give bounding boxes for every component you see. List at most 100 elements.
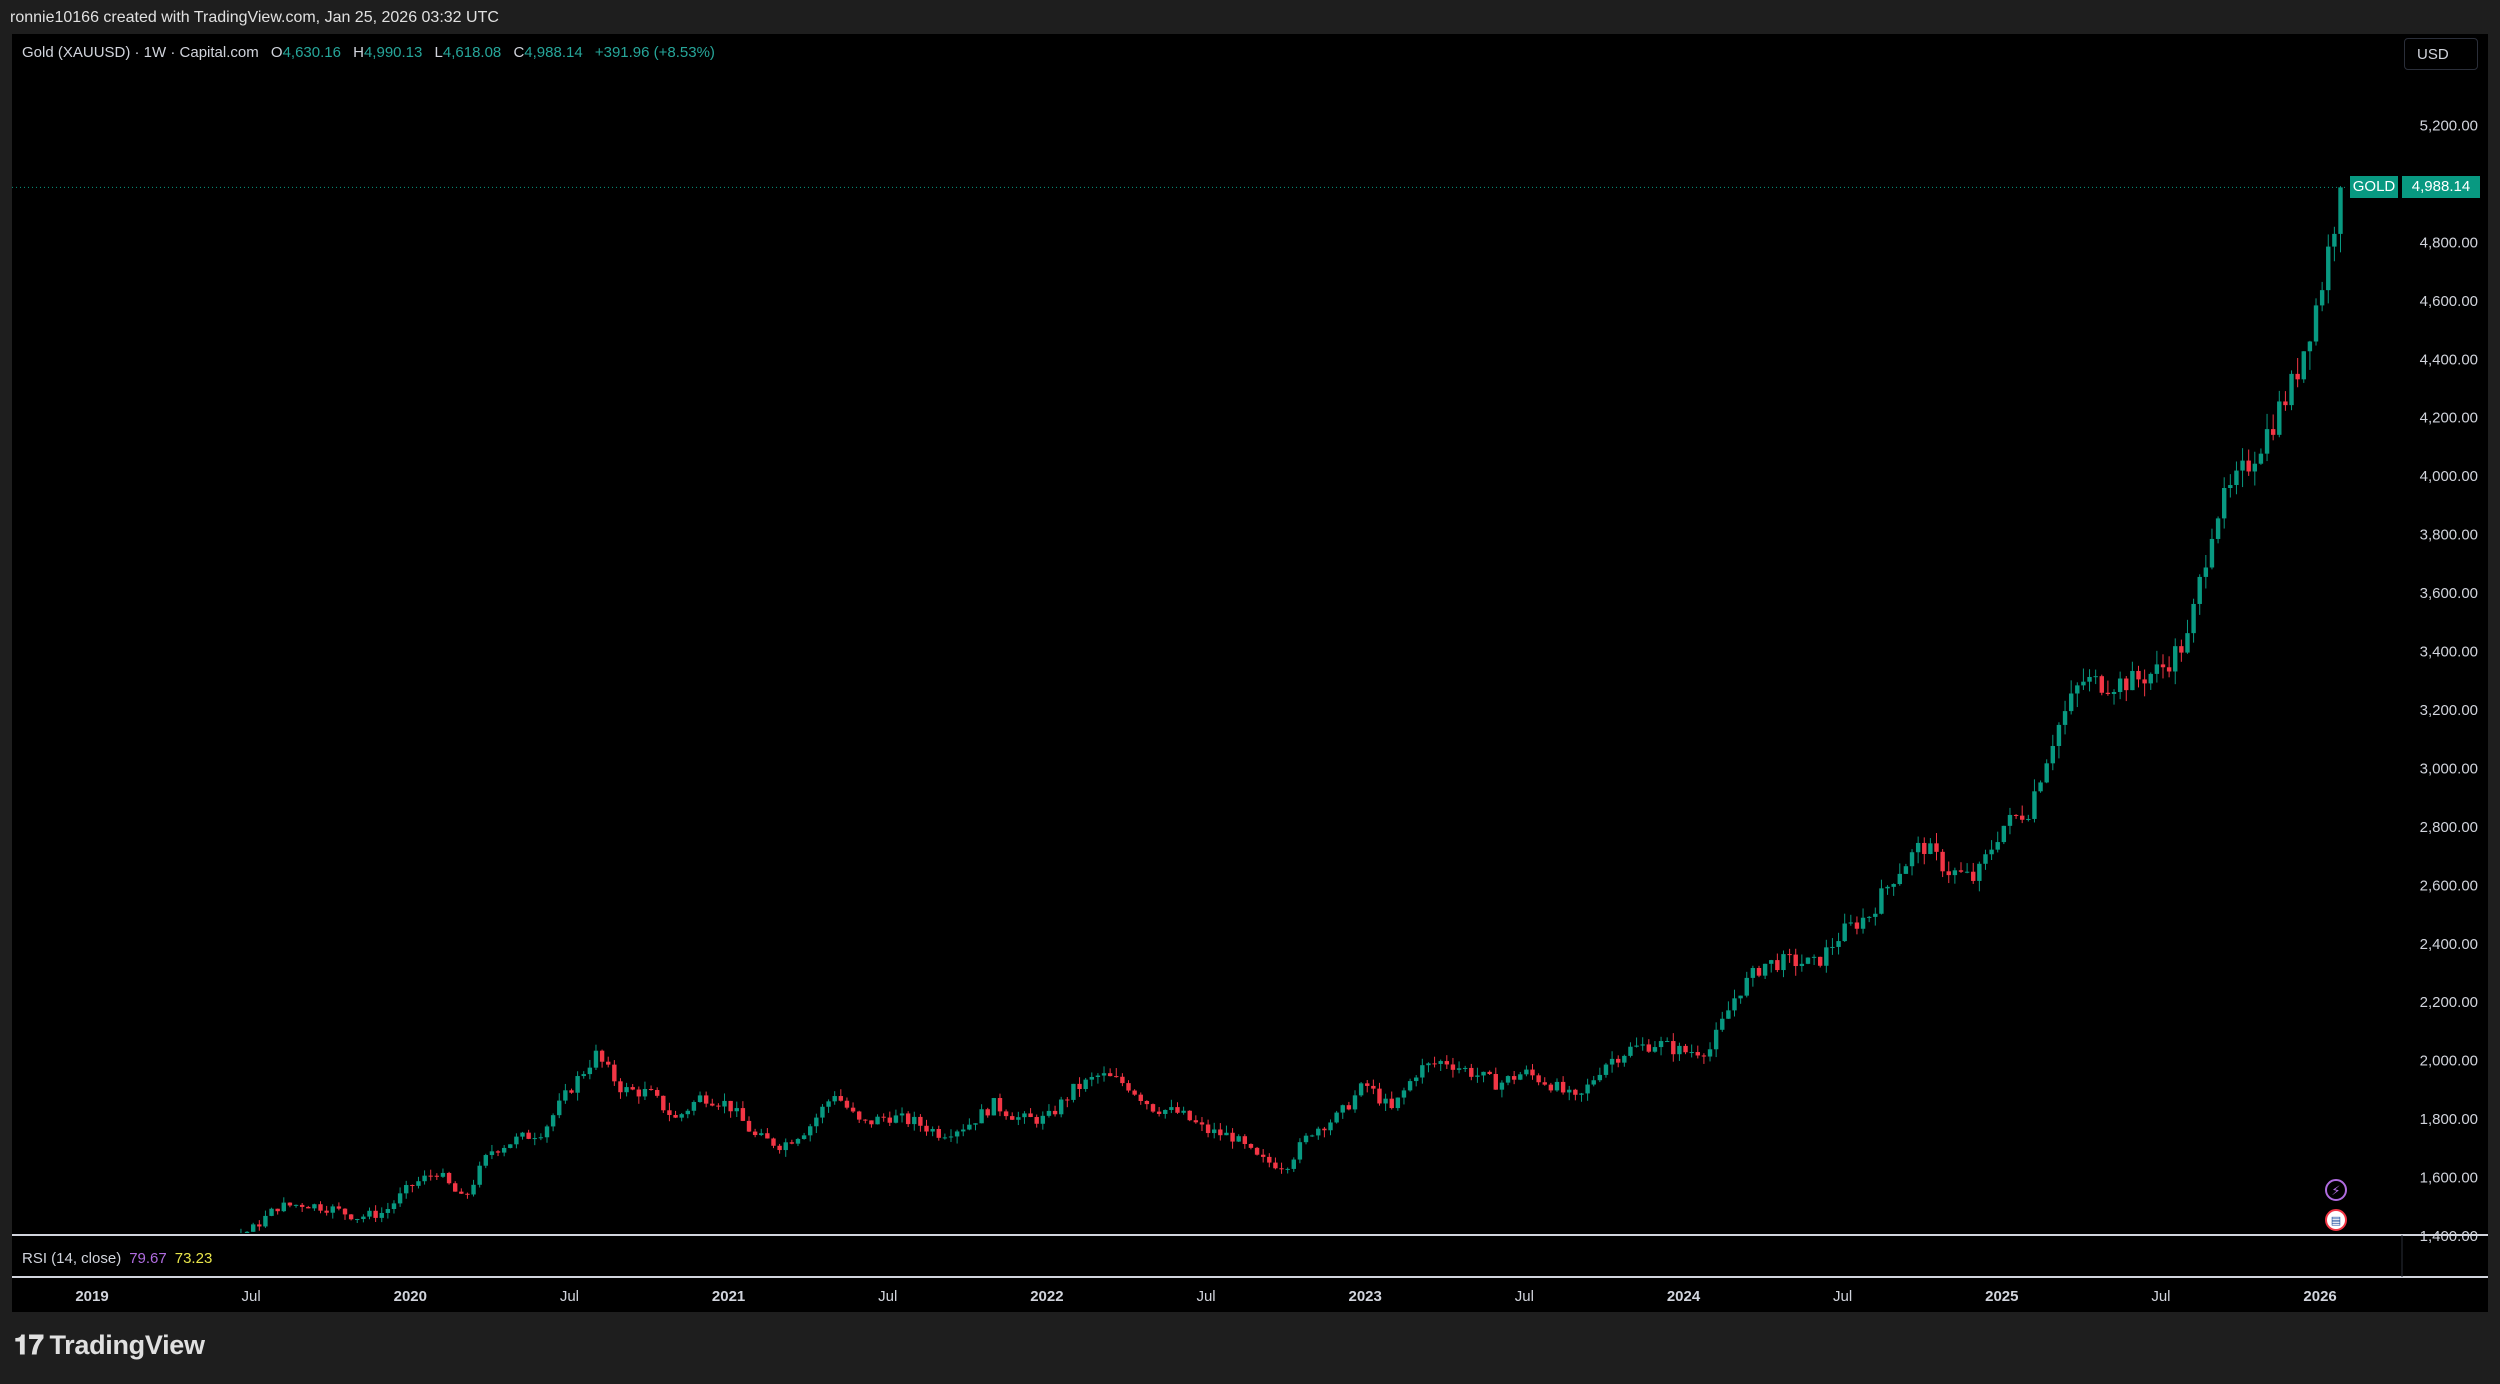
candle-body xyxy=(2185,633,2190,653)
candle-body xyxy=(1426,1063,1431,1066)
candle-body xyxy=(361,1216,366,1220)
candle-body xyxy=(1836,941,1841,947)
candle-body xyxy=(973,1123,978,1125)
candle-body xyxy=(306,1206,311,1209)
candle-body xyxy=(2075,685,2080,694)
candle-body xyxy=(2234,470,2239,486)
candle-body xyxy=(1101,1073,1107,1076)
candle-body xyxy=(385,1209,391,1213)
candle-body xyxy=(654,1090,660,1096)
candle-body xyxy=(1242,1136,1248,1145)
candle-body xyxy=(2160,664,2166,668)
candle-body xyxy=(2228,485,2233,489)
price-tick-label: 2,200.00 xyxy=(2420,994,2478,1011)
candle-body xyxy=(471,1184,476,1195)
candle-body xyxy=(2191,603,2196,634)
candle-body xyxy=(2313,305,2319,342)
candle-body xyxy=(1824,947,1829,966)
rsi-value-1: 79.67 xyxy=(129,1250,167,1267)
price-axis: 1,400.00 1,600.00 1,800.00 2,000.00 2,200.00… xyxy=(2420,117,2478,1245)
candle-body xyxy=(1285,1168,1290,1170)
candle-body xyxy=(1046,1110,1052,1116)
candle-body xyxy=(814,1117,819,1127)
tradingview-logo[interactable]: 𝟏𝟕 TradingView xyxy=(14,1330,205,1362)
candle-body xyxy=(293,1204,299,1206)
candle-body xyxy=(299,1204,305,1207)
candle-body xyxy=(710,1103,715,1106)
candle-body xyxy=(2222,488,2227,519)
chart-svg[interactable]: 1,400.00 1,600.00 1,800.00 2,000.00 2,200.00… xyxy=(12,34,2488,1312)
candle-body xyxy=(1634,1045,1639,1047)
candle-body xyxy=(1175,1107,1180,1113)
candle-body xyxy=(1028,1113,1033,1118)
price-tick-label: 3,800.00 xyxy=(2420,527,2478,544)
candle-body xyxy=(2246,460,2251,472)
candle-body xyxy=(1903,866,1909,874)
candle-body xyxy=(948,1136,954,1138)
rsi-legend[interactable]: RSI (14, close) 79.67 73.23 xyxy=(22,1250,212,1267)
chart-frame[interactable]: 1,400.00 1,600.00 1,800.00 2,000.00 2,200.00… xyxy=(12,34,2488,1312)
candle-body xyxy=(1322,1128,1327,1131)
candle-body xyxy=(1750,967,1756,978)
candle-body xyxy=(1958,870,1964,872)
candle-body xyxy=(563,1090,568,1101)
candle-body xyxy=(336,1206,342,1209)
candle-body xyxy=(624,1087,629,1093)
candle-body xyxy=(1934,843,1939,852)
candle-body xyxy=(1058,1099,1064,1115)
us-flag-icon[interactable]: ▤ xyxy=(2325,1209,2347,1231)
price-tick-label: 3,200.00 xyxy=(2420,702,2478,719)
candle-body xyxy=(1193,1120,1199,1123)
candle-body xyxy=(1505,1076,1511,1083)
price-tag-value: 4,988.14 xyxy=(2402,176,2480,199)
candle-body xyxy=(1769,960,1774,964)
candle-body xyxy=(808,1126,813,1136)
candle-body xyxy=(1646,1044,1652,1052)
candle-body xyxy=(1273,1162,1278,1169)
candle-body xyxy=(342,1208,348,1215)
candle-body xyxy=(459,1191,464,1194)
candle-body xyxy=(244,1231,250,1233)
candle-body xyxy=(1309,1135,1315,1137)
candle-body xyxy=(1407,1081,1413,1091)
candle-body xyxy=(1940,851,1945,872)
candle-body xyxy=(263,1215,268,1227)
price-tick-label: 4,000.00 xyxy=(2420,468,2478,485)
candle-body xyxy=(985,1109,990,1116)
candle-body xyxy=(575,1076,580,1093)
candle-body xyxy=(606,1061,611,1065)
rsi-label[interactable]: RSI (14, close) xyxy=(22,1250,122,1267)
candle-body xyxy=(795,1138,801,1144)
candle-body xyxy=(2142,679,2147,684)
candle-body xyxy=(1144,1100,1150,1105)
candle-body xyxy=(1854,922,1860,929)
candle-body xyxy=(2283,401,2288,406)
symbol-name[interactable]: Gold (XAUUSD) · 1W · Capital.com xyxy=(22,44,259,61)
candle-body xyxy=(1842,923,1847,942)
candle-body xyxy=(330,1206,335,1213)
candle-body xyxy=(1713,1029,1719,1050)
candle-body xyxy=(1573,1089,1578,1095)
candle-body xyxy=(2326,246,2331,291)
candle-body xyxy=(942,1137,948,1139)
candle-body xyxy=(2289,373,2294,406)
candle-body xyxy=(1065,1099,1070,1101)
lightning-icon[interactable]: ⚡ xyxy=(2325,1179,2347,1201)
candle-body xyxy=(550,1115,556,1127)
candle-body xyxy=(1107,1073,1113,1077)
candle-body xyxy=(1671,1041,1676,1055)
symbol-legend[interactable]: Gold (XAUUSD) · 1W · Capital.com O4,630.… xyxy=(22,44,715,61)
candle-body xyxy=(2044,763,2049,783)
candle-body xyxy=(630,1087,635,1090)
year-tick-label: 2026 xyxy=(2303,1288,2336,1305)
candle-body xyxy=(1726,1010,1731,1019)
candle-body xyxy=(2032,791,2037,819)
open-value: 4,630.16 xyxy=(282,44,341,61)
currency-button[interactable]: USD xyxy=(2404,38,2478,70)
candle-body xyxy=(1132,1090,1137,1095)
candle-body xyxy=(2087,676,2092,682)
candle-body xyxy=(526,1132,531,1139)
candle-body xyxy=(2020,815,2025,820)
candle-body xyxy=(1811,956,1817,958)
candle-body xyxy=(893,1115,899,1123)
